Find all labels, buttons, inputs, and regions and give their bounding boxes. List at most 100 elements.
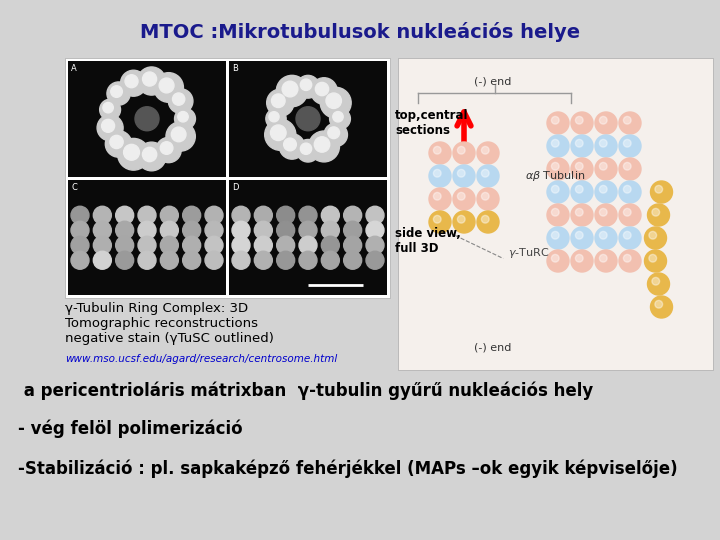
Circle shape [102,119,114,132]
Circle shape [575,139,583,147]
Circle shape [232,221,250,239]
Circle shape [161,237,179,254]
Circle shape [299,206,317,224]
Circle shape [477,165,499,187]
Circle shape [276,221,294,239]
Circle shape [366,237,384,254]
Circle shape [321,251,339,269]
Circle shape [143,72,157,86]
Text: C: C [71,183,77,192]
Circle shape [138,67,166,95]
Text: (-) end: (-) end [474,76,511,86]
Circle shape [575,254,583,262]
Circle shape [649,232,657,239]
Circle shape [619,204,641,226]
Circle shape [571,204,593,226]
Circle shape [624,117,631,124]
Circle shape [619,112,641,134]
Circle shape [279,134,305,159]
Circle shape [183,221,201,239]
Circle shape [429,142,451,164]
Circle shape [71,237,89,254]
Circle shape [624,254,631,262]
Circle shape [571,112,593,134]
Circle shape [94,221,112,239]
Circle shape [552,208,559,216]
Circle shape [477,188,499,210]
Circle shape [482,215,489,223]
Circle shape [366,206,384,224]
Circle shape [477,142,499,164]
Circle shape [205,221,223,239]
Circle shape [183,206,201,224]
Circle shape [154,73,184,102]
Circle shape [205,251,223,269]
Circle shape [453,142,475,164]
Circle shape [314,137,330,152]
Circle shape [205,237,223,254]
Circle shape [71,206,89,224]
Circle shape [624,208,631,216]
Circle shape [599,117,607,124]
Circle shape [457,170,465,177]
Circle shape [326,93,341,109]
Circle shape [124,144,140,160]
Circle shape [166,122,195,151]
Circle shape [168,89,193,113]
Circle shape [315,83,328,96]
Circle shape [457,146,465,154]
Circle shape [619,135,641,157]
Text: a pericentrioláris mátrixban  γ-tubulin gyűrű nukleációs hely: a pericentrioláris mátrixban γ-tubulin g… [18,382,593,401]
Circle shape [571,158,593,180]
Circle shape [575,163,583,170]
Circle shape [343,251,361,269]
Circle shape [138,221,156,239]
Circle shape [330,109,351,129]
Circle shape [366,221,384,239]
Circle shape [284,138,297,151]
Circle shape [161,221,179,239]
Circle shape [94,206,112,224]
Bar [65,58,390,298]
Text: - vég felöl polimerizáció: - vég felöl polimerizáció [18,420,243,438]
Circle shape [269,112,279,122]
Circle shape [575,232,583,239]
Circle shape [433,170,441,177]
Circle shape [232,251,250,269]
Bar [229,179,387,295]
Circle shape [174,109,195,129]
Text: (-) end: (-) end [474,342,511,352]
Circle shape [453,211,475,233]
Circle shape [482,146,489,154]
Circle shape [547,227,569,249]
Circle shape [647,273,670,295]
Circle shape [624,232,631,239]
Circle shape [328,127,340,139]
Circle shape [116,221,134,239]
Circle shape [71,251,89,269]
Circle shape [161,251,179,269]
Circle shape [103,103,113,113]
Circle shape [107,82,130,105]
Circle shape [575,185,583,193]
Circle shape [552,254,559,262]
Circle shape [619,250,641,272]
Circle shape [282,81,298,97]
Circle shape [429,165,451,187]
Circle shape [624,139,631,147]
Bar [398,58,713,370]
Circle shape [547,250,569,272]
Circle shape [135,107,159,131]
Circle shape [652,208,660,216]
Circle shape [571,181,593,203]
Circle shape [599,139,607,147]
Circle shape [276,76,307,107]
Circle shape [254,221,272,239]
Circle shape [183,237,201,254]
Circle shape [309,131,339,162]
Text: MTOC :Mikrotubulusok nukleációs helye: MTOC :Mikrotubulusok nukleációs helye [140,22,580,42]
Circle shape [138,206,156,224]
Circle shape [571,250,593,272]
Circle shape [599,232,607,239]
Circle shape [276,251,294,269]
